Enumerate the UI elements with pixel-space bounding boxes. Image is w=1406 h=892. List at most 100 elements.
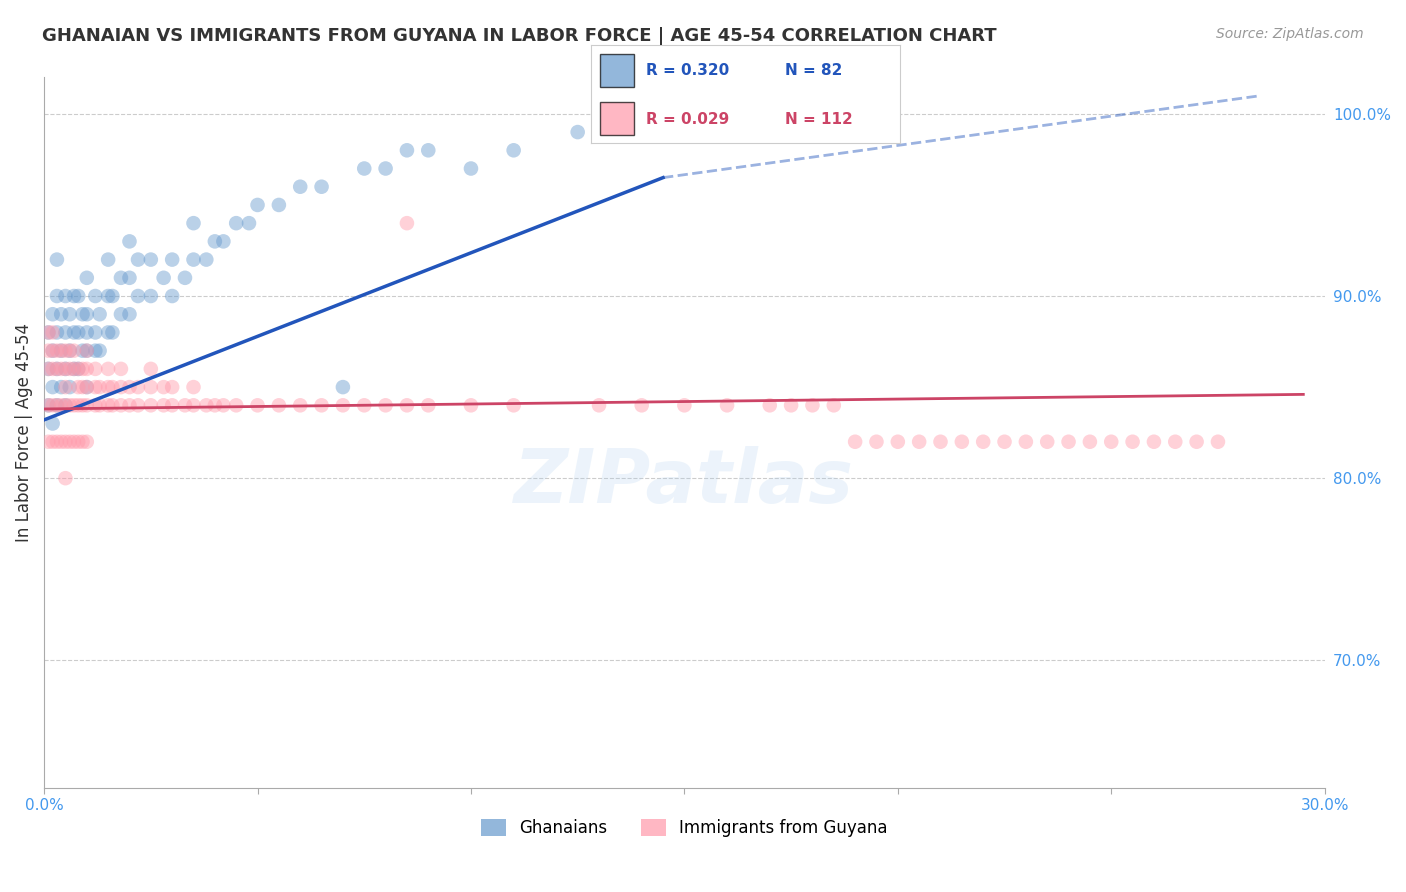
Point	[127, 380, 149, 394]
Point	[225, 216, 247, 230]
Point	[908, 434, 931, 449]
Point	[59, 307, 82, 321]
Point	[460, 161, 482, 176]
Point	[67, 289, 90, 303]
Point	[950, 434, 973, 449]
Point	[101, 326, 124, 340]
Point	[246, 398, 269, 412]
Point	[51, 343, 73, 358]
Point	[37, 398, 59, 412]
Point	[374, 161, 396, 176]
Point	[1057, 434, 1080, 449]
Point	[588, 398, 610, 412]
Point	[311, 179, 333, 194]
Point	[110, 380, 132, 394]
Point	[67, 326, 90, 340]
Point	[204, 398, 226, 412]
Point	[76, 398, 98, 412]
Point	[139, 380, 162, 394]
Point	[45, 362, 67, 376]
Point	[97, 289, 120, 303]
Point	[1078, 434, 1101, 449]
Point	[59, 434, 82, 449]
Point	[76, 380, 98, 394]
Point	[97, 398, 120, 412]
Point	[588, 107, 610, 121]
Point	[55, 362, 77, 376]
Point	[76, 307, 98, 321]
Point	[37, 343, 59, 358]
Point	[395, 143, 418, 157]
Point	[89, 380, 111, 394]
Y-axis label: In Labor Force | Age 45-54: In Labor Force | Age 45-54	[15, 323, 32, 542]
Point	[51, 398, 73, 412]
FancyBboxPatch shape	[600, 54, 634, 87]
Point	[89, 307, 111, 321]
Point	[45, 326, 67, 340]
Point	[758, 398, 780, 412]
Point	[127, 289, 149, 303]
Point	[67, 380, 90, 394]
Point	[630, 125, 652, 139]
Point	[72, 362, 94, 376]
Point	[55, 380, 77, 394]
Point	[72, 307, 94, 321]
Point	[780, 398, 803, 412]
Text: R = 0.029: R = 0.029	[647, 112, 730, 127]
Point	[993, 434, 1015, 449]
Point	[101, 380, 124, 394]
Point	[72, 343, 94, 358]
Point	[84, 380, 107, 394]
Point	[353, 161, 375, 176]
Point	[37, 398, 59, 412]
Point	[801, 107, 824, 121]
Point	[152, 380, 174, 394]
Point	[673, 107, 696, 121]
Point	[865, 434, 887, 449]
Point	[45, 398, 67, 412]
Point	[267, 398, 290, 412]
Point	[174, 398, 197, 412]
Point	[374, 398, 396, 412]
Point	[395, 216, 418, 230]
Point	[1206, 434, 1229, 449]
Point	[63, 398, 86, 412]
Point	[110, 362, 132, 376]
Point	[97, 326, 120, 340]
Point	[110, 398, 132, 412]
Text: GHANAIAN VS IMMIGRANTS FROM GUYANA IN LABOR FORCE | AGE 45-54 CORRELATION CHART: GHANAIAN VS IMMIGRANTS FROM GUYANA IN LA…	[42, 27, 997, 45]
Point	[183, 216, 205, 230]
Point	[110, 307, 132, 321]
Point	[195, 398, 218, 412]
Point	[97, 362, 120, 376]
Point	[63, 434, 86, 449]
Text: Source: ZipAtlas.com: Source: ZipAtlas.com	[1216, 27, 1364, 41]
Point	[238, 216, 260, 230]
Point	[41, 362, 63, 376]
Point	[1036, 434, 1059, 449]
Point	[55, 434, 77, 449]
Point	[174, 270, 197, 285]
Point	[110, 270, 132, 285]
Point	[84, 398, 107, 412]
Point	[76, 434, 98, 449]
Point	[72, 434, 94, 449]
Point	[41, 417, 63, 431]
Point	[59, 398, 82, 412]
Point	[51, 362, 73, 376]
Point	[45, 398, 67, 412]
Point	[673, 398, 696, 412]
Point	[160, 398, 183, 412]
Point	[332, 398, 354, 412]
Point	[823, 398, 845, 412]
Point	[332, 380, 354, 394]
Point	[844, 434, 866, 449]
Point	[139, 398, 162, 412]
Point	[118, 235, 141, 249]
Point	[84, 343, 107, 358]
Text: N = 112: N = 112	[786, 112, 853, 127]
Point	[84, 326, 107, 340]
Point	[55, 362, 77, 376]
Point	[76, 270, 98, 285]
Point	[204, 235, 226, 249]
